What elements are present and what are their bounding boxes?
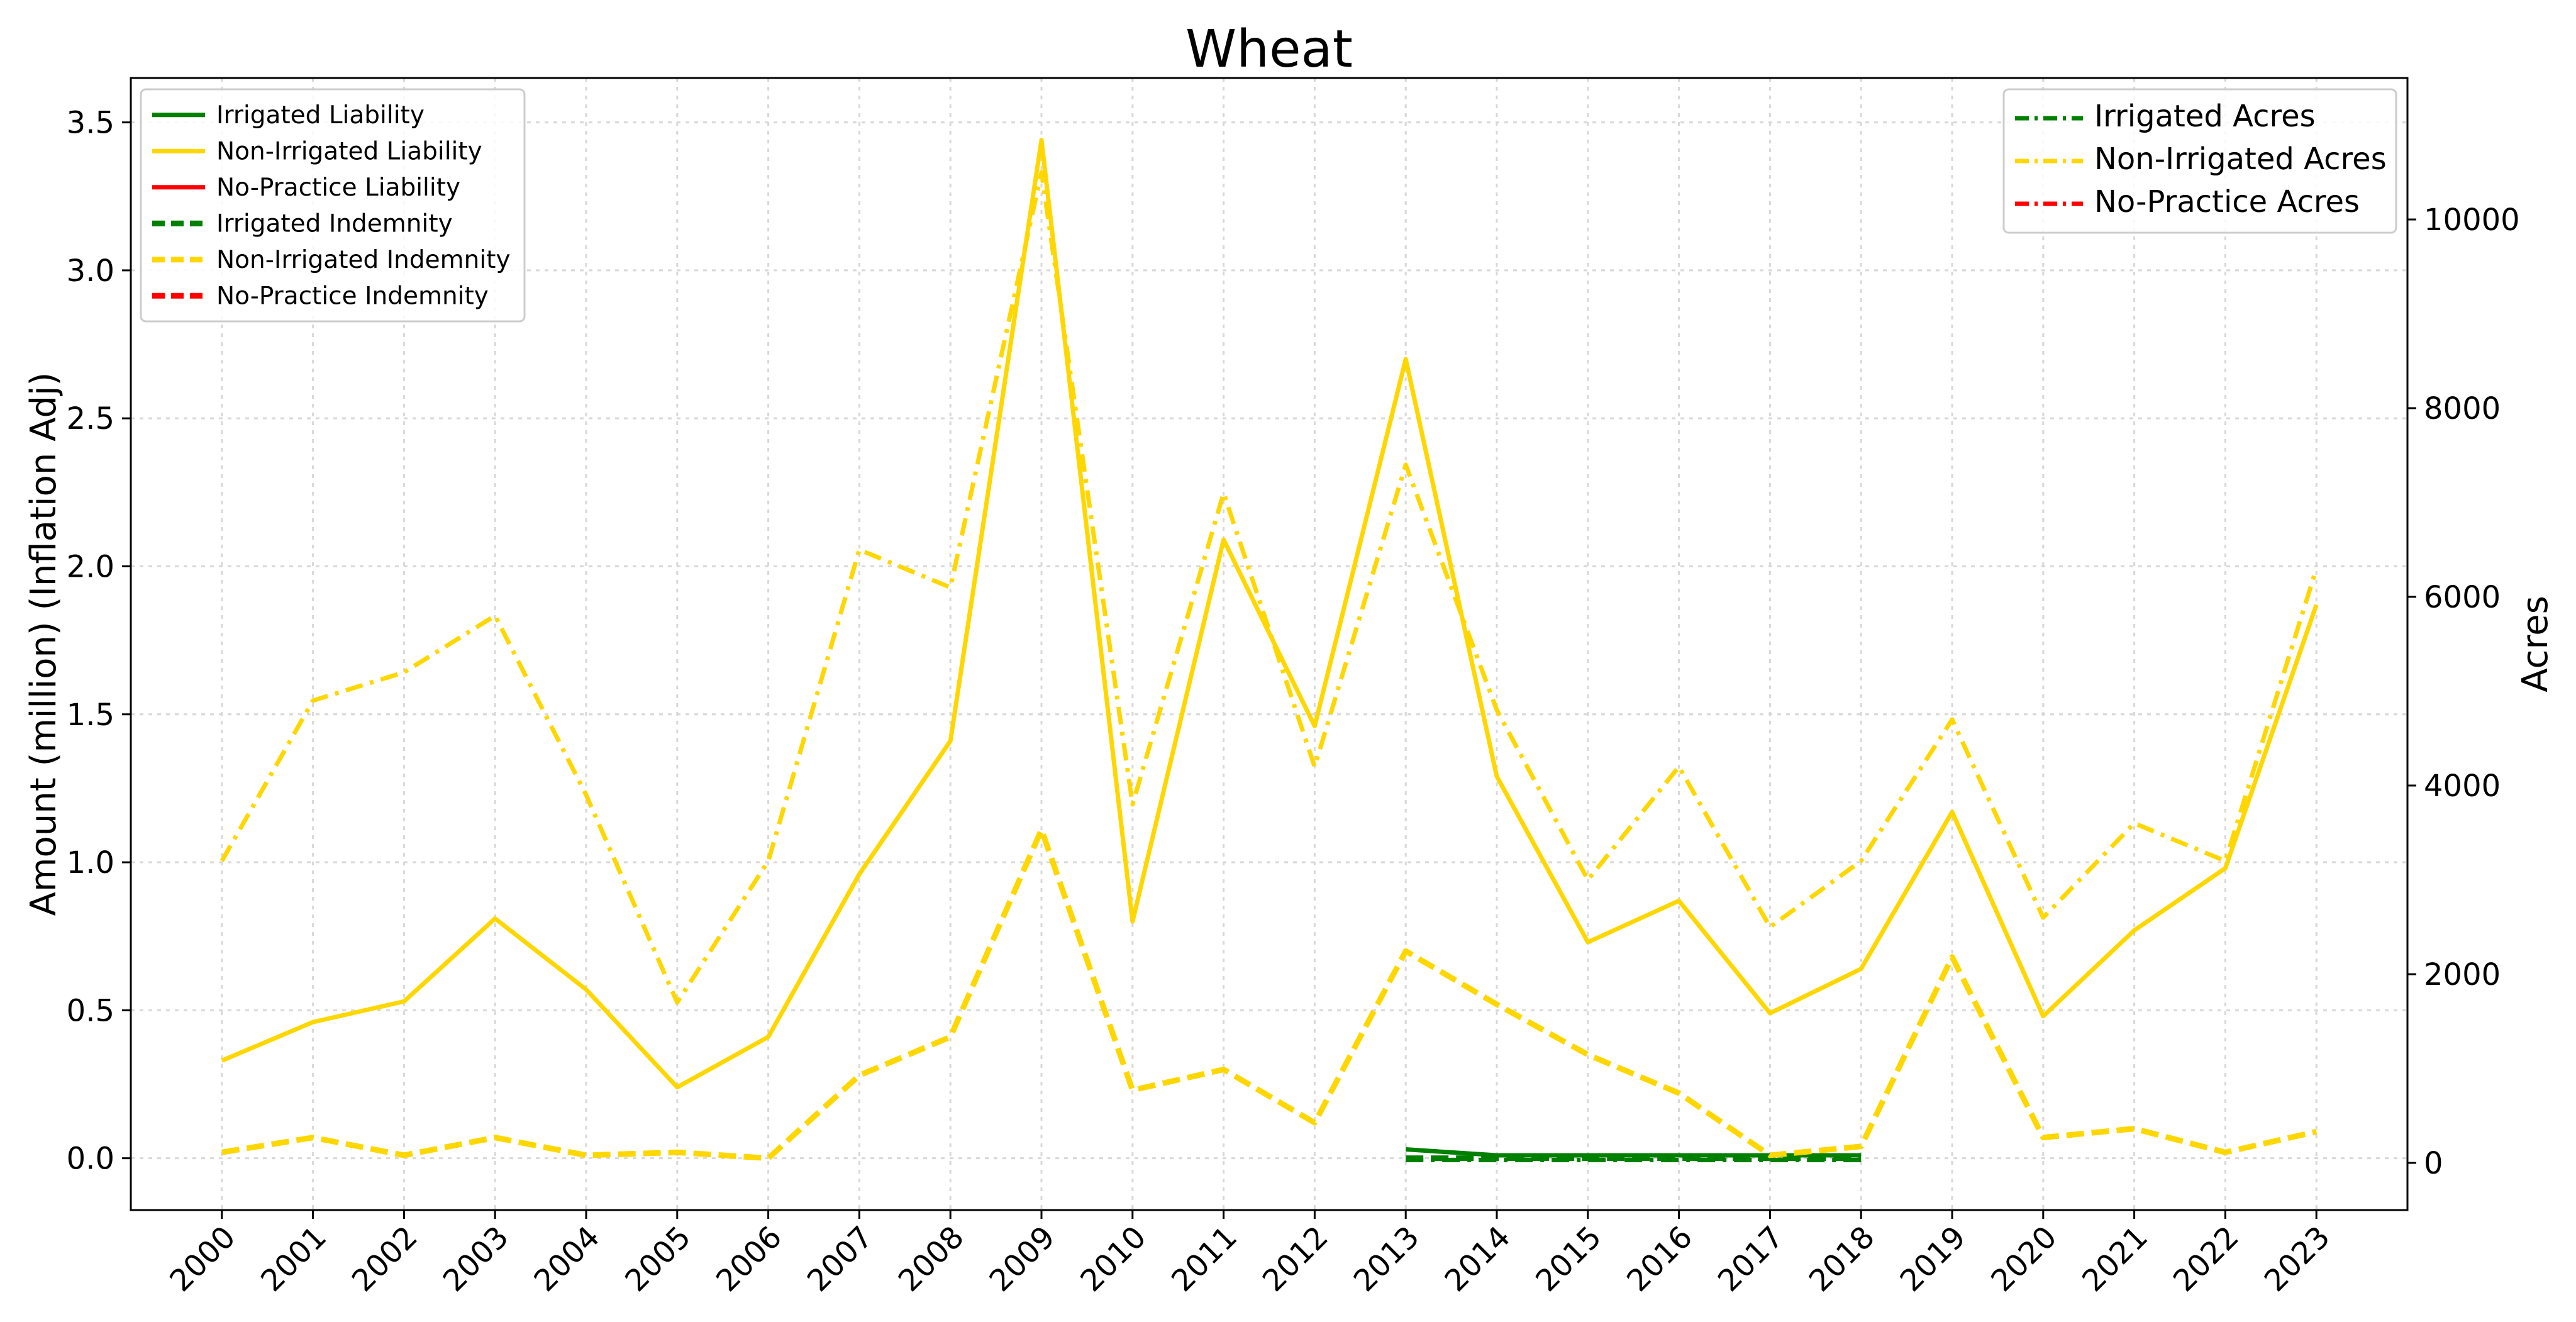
y-axis-right: 0 2000 4000 6000 8000 10000 [2407, 203, 2520, 1181]
y-axis-right-label: Acres [2515, 596, 2556, 692]
y-right-tick-label: 2000 [2424, 957, 2501, 992]
legend-label: Non-Irrigated Acres [2094, 142, 2387, 177]
legend-label: Non-Irrigated Liability [216, 137, 482, 165]
legend-label: Irrigated Indemnity [216, 209, 453, 238]
y-left-tick-label: 0.5 [67, 993, 114, 1028]
series-lines [219, 138, 2319, 1162]
y-left-tick-label: 2.0 [67, 549, 114, 584]
legend-left: Irrigated Liability Non-Irrigated Liabili… [140, 88, 526, 323]
series-line-non-irrigated-acres [219, 170, 2319, 1005]
y-left-tick-label: 0.0 [67, 1141, 114, 1177]
y-right-tick-label: 4000 [2424, 769, 2501, 804]
legend-label: No-Practice Acres [2094, 184, 2360, 219]
series-line-non-irrigated-liability [221, 138, 2319, 1090]
y-right-tick-label: 8000 [2424, 391, 2501, 426]
legend-label: Irrigated Liability [216, 101, 425, 130]
y-axis-left-label: Amount (million) (Inflation Adj) [23, 372, 64, 916]
legend-box [140, 88, 526, 323]
legend-label: No-Practice Liability [216, 174, 460, 202]
y-right-tick-label: 0 [2424, 1146, 2443, 1181]
legend-label: No-Practice Indemnity [216, 282, 489, 310]
legend-label: Irrigated Acres [2094, 99, 2316, 134]
chart-title: Wheat [1185, 19, 1353, 79]
y-left-tick-label: 2.5 [67, 401, 114, 436]
legend-label: Non-Irrigated Indemnity [216, 246, 511, 274]
plot-frame [130, 77, 2409, 1211]
legend-box [2002, 88, 2397, 234]
y-axis-left: 0.0 0.5 1.0 1.5 2.0 2.5 3.0 3.5 [67, 106, 131, 1177]
y-right-tick-label: 10000 [2424, 203, 2520, 238]
y-left-tick-label: 3.0 [67, 253, 114, 289]
y-left-tick-label: 1.5 [67, 697, 114, 733]
y-left-tick-label: 1.0 [67, 845, 114, 880]
series-line-non-irrigated-indemnity [221, 826, 2318, 1162]
y-left-tick-label: 3.5 [67, 106, 114, 141]
legend-right: Irrigated Acres Non-Irrigated Acres No-Pra… [2002, 88, 2397, 234]
y-right-tick-label: 6000 [2424, 580, 2501, 615]
